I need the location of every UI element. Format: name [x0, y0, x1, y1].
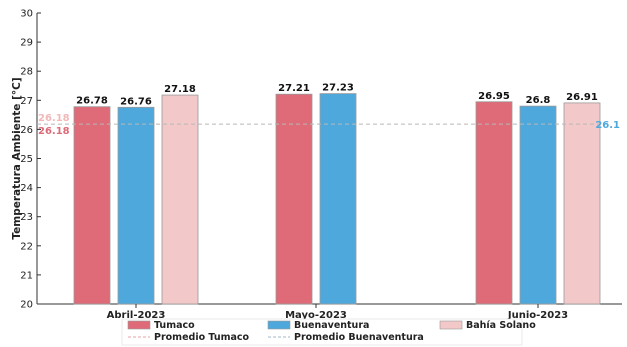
- y-tick-label: 25: [20, 154, 33, 165]
- bar-value-label: 27.21: [278, 83, 310, 94]
- legend-label: Tumaco: [154, 320, 195, 331]
- legend-label: Bahía Solano: [466, 320, 536, 331]
- bar-tumaco-abril-2023: [73, 106, 111, 305]
- legend-swatch: [127, 320, 151, 330]
- legend-label: Promedio Tumaco: [154, 332, 250, 343]
- bar-value-label: 27.18: [164, 84, 196, 95]
- y-tick-label: 26: [20, 125, 33, 136]
- y-axis-title: Temperatura Ambiente [°C]: [11, 77, 23, 239]
- y-tick-label: 30: [20, 9, 33, 20]
- y-tick-label: 21: [20, 270, 33, 281]
- legend-label: Buenaventura: [294, 320, 369, 331]
- bar-buenaventura-junio-2023: [519, 105, 557, 305]
- legend-swatch: [267, 320, 291, 330]
- y-tick-label: 24: [20, 183, 33, 194]
- y-tick-label: 23: [20, 212, 33, 223]
- bar-value-label: 26.91: [566, 92, 598, 103]
- y-tick-label: 27: [20, 96, 33, 107]
- bar-buenaventura-mayo-2023: [319, 93, 357, 305]
- bar-value-label: 26.78: [76, 96, 108, 107]
- bar-bah-a-solano-junio-2023: [563, 102, 601, 305]
- bar-bah-a-solano-abril-2023: [161, 94, 199, 305]
- legend-swatch: [439, 320, 463, 330]
- x-category-label: Junio-2023: [507, 310, 568, 321]
- y-tick-label: 20: [20, 300, 33, 311]
- bar-tumaco-junio-2023: [475, 101, 513, 305]
- bar-value-label: 26.95: [478, 91, 510, 102]
- bar-value-label: 27.23: [322, 83, 354, 94]
- average-label-promedio-buenaventura: 26.1: [595, 120, 620, 131]
- average-label-promedio-bah-a-solano: 26.18: [38, 113, 70, 124]
- x-category-label: Abril-2023: [107, 310, 166, 321]
- bar-buenaventura-abril-2023: [117, 106, 155, 305]
- x-category-label: Mayo-2023: [285, 310, 347, 321]
- bar-value-label: 26.8: [526, 95, 551, 106]
- y-tick-label: 29: [20, 38, 33, 49]
- y-tick-label: 22: [20, 241, 33, 252]
- bar-tumaco-mayo-2023: [275, 93, 313, 305]
- y-tick-label: 28: [20, 67, 33, 78]
- bar-value-label: 26.76: [120, 96, 152, 107]
- legend-label: Promedio Buenaventura: [294, 332, 424, 343]
- average-label-promedio-tumaco: 26.18: [38, 126, 70, 137]
